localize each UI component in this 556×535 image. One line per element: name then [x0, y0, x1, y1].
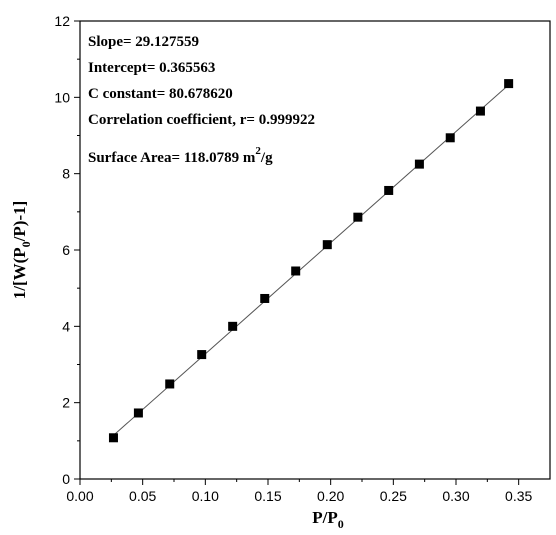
y-axis-ticks: 0 2 4 6 8 10 12: [54, 13, 80, 487]
y-tick-label: 0: [62, 471, 70, 487]
data-point: [165, 379, 175, 389]
y-tick-label: 10: [54, 89, 70, 105]
y-axis-title-suffix: /P)-1]: [10, 201, 29, 243]
annotation-surface-area: Surface Area= 118.0789 m2/g: [88, 145, 273, 166]
annotation-intercept: Intercept= 0.365563: [88, 60, 215, 76]
x-tick-label: 0.35: [505, 488, 532, 504]
data-point: [414, 159, 424, 169]
y-axis-title: 1/[W(P0/P)-1]: [10, 201, 33, 300]
x-axis-title-sub: 0: [338, 517, 344, 531]
y-tick-label: 8: [62, 166, 70, 182]
data-point: [291, 266, 301, 276]
data-point: [353, 212, 363, 222]
x-tick-label: 0.10: [192, 488, 219, 504]
y-tick-label: 6: [62, 242, 70, 258]
x-tick-label: 0.05: [129, 488, 156, 504]
y-tick-label: 2: [62, 395, 70, 411]
data-points: [108, 79, 514, 443]
data-point: [228, 321, 238, 331]
x-tick-label: 0.00: [66, 488, 93, 504]
linear-fit-line: [113, 84, 509, 436]
data-point: [260, 293, 270, 303]
surface-area-unit: /g: [260, 150, 273, 166]
y-tick-label: 4: [62, 318, 70, 334]
annotation-slope: Slope= 29.127559: [88, 34, 199, 50]
y-tick-label: 12: [54, 13, 70, 29]
surface-area-superscript: 2: [255, 145, 261, 157]
x-tick-label: 0.30: [442, 488, 469, 504]
surface-area-text: Surface Area= 118.0789 m: [88, 150, 256, 166]
data-point: [133, 408, 143, 418]
data-point: [504, 79, 514, 89]
data-point: [475, 106, 485, 116]
data-point: [197, 350, 207, 360]
x-tick-label: 0.20: [317, 488, 344, 504]
data-point: [108, 433, 118, 443]
y-axis-title-prefix: 1/[W(P: [10, 247, 29, 299]
data-point: [322, 240, 332, 250]
x-axis-title: P/P0: [312, 508, 344, 531]
x-axis-ticks: 0.00 0.05 0.10 0.15 0.20 0.25 0.30 0.35: [66, 479, 533, 504]
x-tick-label: 0.15: [254, 488, 281, 504]
data-point: [445, 133, 455, 143]
annotation-c-constant: C constant= 80.678620: [88, 86, 233, 102]
annotation-correlation: Correlation coefficient, r= 0.999922: [88, 112, 315, 128]
y-axis-title-sub: 0: [19, 241, 33, 247]
data-point: [384, 185, 394, 195]
x-tick-label: 0.25: [380, 488, 407, 504]
x-axis-title-main: P/P: [312, 508, 338, 527]
